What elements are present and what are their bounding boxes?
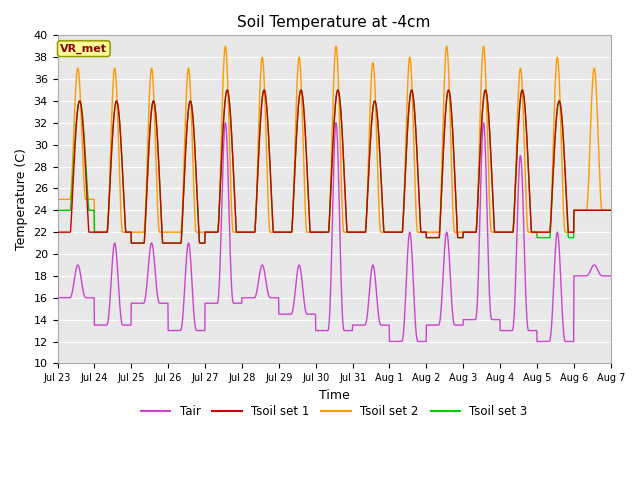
Text: VR_met: VR_met [60,44,108,54]
Legend: Tair, Tsoil set 1, Tsoil set 2, Tsoil set 3: Tair, Tsoil set 1, Tsoil set 2, Tsoil se… [136,401,532,423]
Y-axis label: Temperature (C): Temperature (C) [15,148,28,250]
Title: Soil Temperature at -4cm: Soil Temperature at -4cm [237,15,431,30]
X-axis label: Time: Time [319,389,349,402]
